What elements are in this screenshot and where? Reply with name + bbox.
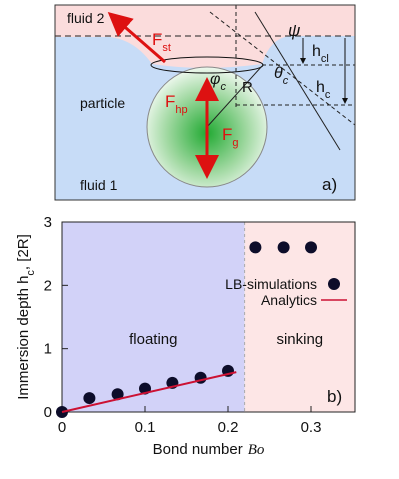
y-tick-label: 1: [44, 341, 52, 358]
y-tick-label: 3: [44, 214, 52, 231]
symbol: F: [152, 30, 162, 49]
x-tick-label: 0.3: [301, 419, 322, 436]
fluid-2-label: fluid 2: [67, 10, 105, 26]
h-c-label: hc: [316, 79, 331, 101]
panel-a-frame: [54, 4, 356, 201]
symbol: F: [165, 92, 175, 111]
legend-label: LB-simulations: [225, 276, 317, 292]
data-point: [249, 241, 262, 254]
subscript: hp: [175, 104, 187, 116]
f-g-label: Fg: [222, 125, 239, 149]
x-axis-label-text: Bond number: [153, 441, 243, 458]
radius-line: [206, 65, 263, 128]
region: [62, 222, 245, 412]
data-point: [277, 241, 290, 254]
panel-label: a): [322, 175, 337, 194]
symbol: θ: [274, 65, 283, 82]
f-st-label: Fst: [152, 30, 171, 54]
normal-line: [209, 11, 356, 126]
data-point: [111, 388, 124, 401]
symbol: h: [312, 43, 321, 60]
y-axis-label: Immersion depth hc, [2R]: [15, 234, 37, 400]
subscript: g: [232, 137, 238, 149]
y-axis-label-part: , [2R]: [15, 234, 32, 270]
legend-marker: [328, 278, 340, 290]
panel-a: fluid 2 particle fluid 1 a) Fst Fhp Fg ψ…: [54, 4, 356, 201]
symbol: F: [222, 125, 232, 144]
region: [244, 222, 355, 412]
x-tick-label: 0: [58, 419, 66, 436]
subscript: c: [325, 89, 331, 101]
subscript: cl: [321, 53, 329, 65]
plot-frame: [61, 221, 356, 413]
region-label: floating: [129, 331, 177, 348]
f-hp-label: Fhp: [165, 92, 188, 116]
theta-label: θc: [274, 65, 289, 87]
legend-label: Analytics: [261, 292, 317, 308]
x-axis-label-symbol: Bo: [248, 442, 265, 458]
phi-label: φc: [210, 71, 226, 93]
f-st-arrow: [107, 12, 166, 64]
x-axis-label: Bond number Bo: [153, 441, 265, 458]
tangent-line: [254, 11, 341, 151]
data-point: [83, 392, 96, 405]
particle-label: particle: [80, 95, 125, 111]
subscript: c: [220, 81, 226, 93]
data-point: [305, 241, 318, 254]
fluid-1-label: fluid 1: [80, 177, 118, 193]
panel-b: floating sinking 0 1 2 3 0 0.1 0.2 0.3 LB-simulati…: [15, 214, 356, 458]
x-tick-label: 0.1: [135, 419, 156, 436]
panel-label: b): [327, 387, 342, 406]
y-axis-label-part: Immersion depth h: [15, 276, 32, 400]
analytics-line: [61, 371, 237, 413]
symbol: h: [316, 79, 325, 96]
y-tick-label: 2: [44, 277, 52, 294]
psi-label: ψ: [288, 21, 300, 40]
y-axis-label-part: c: [25, 270, 37, 276]
y-tick-label: 0: [44, 404, 52, 421]
region-label: sinking: [276, 331, 323, 348]
radius-label: R: [242, 79, 253, 96]
h-cl-label: hcl: [312, 43, 329, 65]
subscript: c: [283, 75, 289, 87]
symbol: φ: [210, 71, 220, 88]
x-tick-label: 0.2: [218, 419, 239, 436]
subscript: st: [162, 42, 171, 54]
